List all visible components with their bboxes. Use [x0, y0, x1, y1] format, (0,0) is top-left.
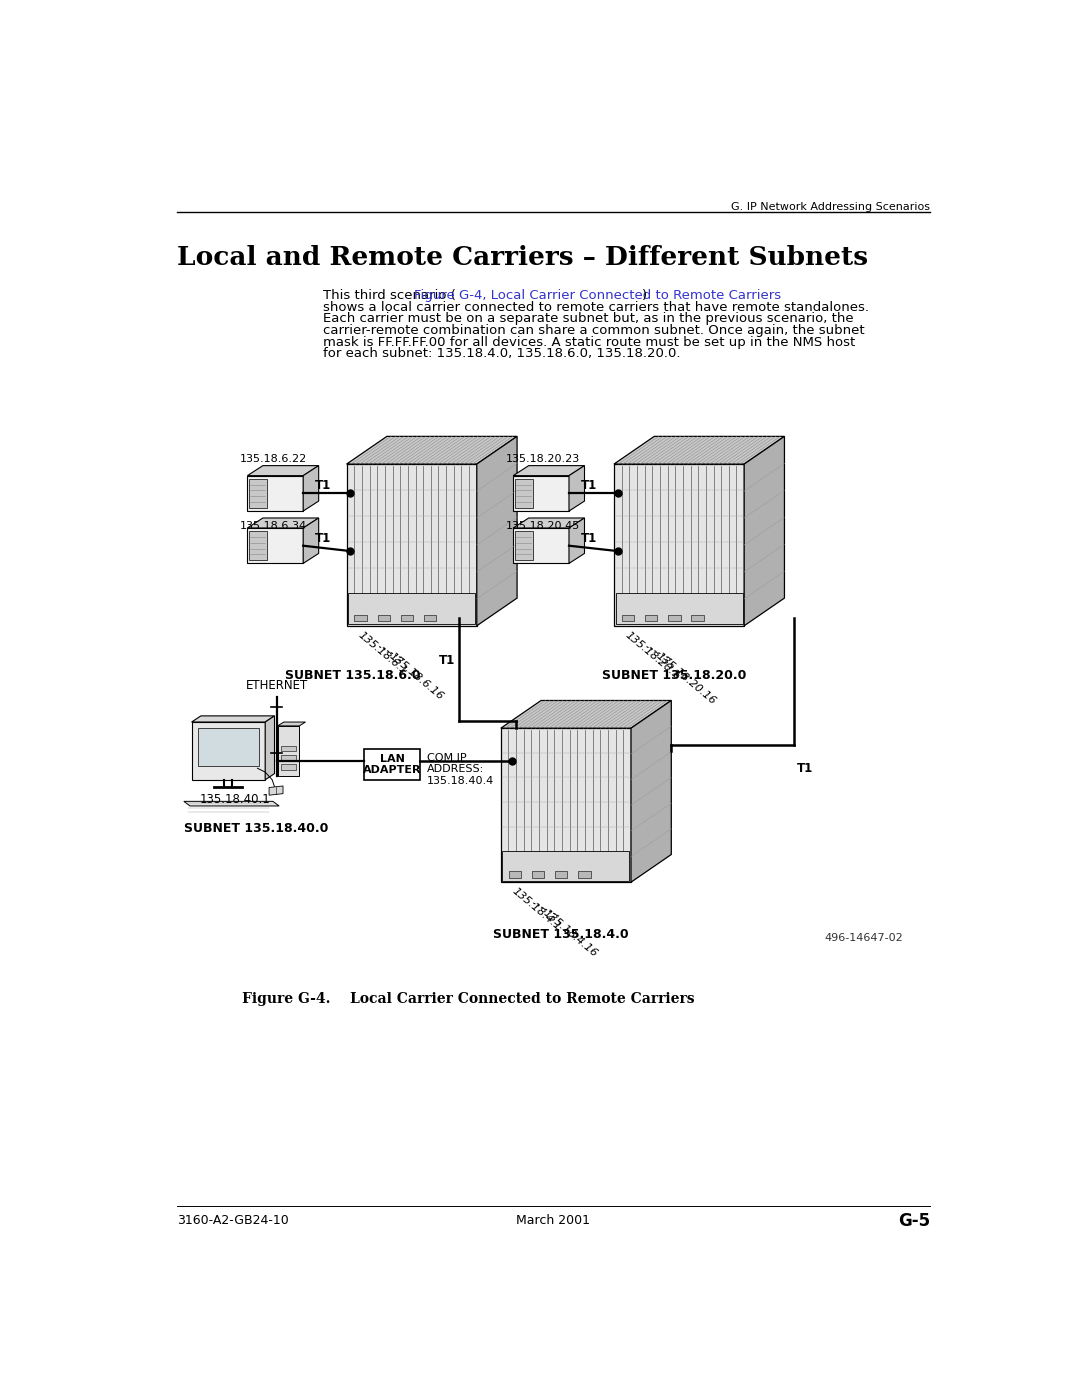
Polygon shape: [184, 802, 279, 806]
Polygon shape: [248, 479, 267, 509]
Polygon shape: [348, 594, 475, 624]
Polygon shape: [502, 851, 630, 880]
Text: 135.18.4.1: 135.18.4.1: [510, 886, 563, 933]
Polygon shape: [269, 787, 283, 795]
Bar: [401, 615, 414, 622]
Bar: [354, 615, 367, 622]
Text: March 2001: March 2001: [516, 1214, 591, 1228]
Text: Each carrier must be on a separate subnet but, as in the previous scenario, the: Each carrier must be on a separate subne…: [323, 313, 854, 326]
Text: T1: T1: [440, 654, 456, 666]
Polygon shape: [613, 464, 744, 626]
Polygon shape: [613, 436, 784, 464]
Text: 496-14647-02: 496-14647-02: [825, 933, 904, 943]
Text: SUBNET 135.18.40.0: SUBNET 135.18.40.0: [184, 821, 328, 835]
Text: ETHERNET: ETHERNET: [246, 679, 308, 692]
Polygon shape: [501, 728, 631, 882]
Bar: [669, 615, 680, 622]
Text: SUBNET 135.18.20.0: SUBNET 135.18.20.0: [603, 669, 746, 682]
Text: for each subnet: 135.18.4.0, 135.18.6.0, 135.18.20.0.: for each subnet: 135.18.4.0, 135.18.6.0,…: [323, 346, 680, 360]
Polygon shape: [278, 722, 306, 726]
Text: SUBNET 135.18.6.0: SUBNET 135.18.6.0: [284, 669, 420, 682]
Polygon shape: [501, 700, 672, 728]
Text: 135.18.40.1: 135.18.40.1: [200, 792, 270, 806]
Bar: [578, 872, 591, 877]
Polygon shape: [198, 728, 259, 766]
Polygon shape: [247, 475, 303, 511]
Text: 135.18.4.16: 135.18.4.16: [541, 908, 599, 958]
Text: T1: T1: [314, 531, 330, 545]
Text: ): ): [642, 289, 647, 302]
Text: mask is FF.FF.FF.00 for all devices. A static route must be set up in the NMS ho: mask is FF.FF.FF.00 for all devices. A s…: [323, 335, 855, 348]
Bar: [364, 749, 420, 780]
Polygon shape: [513, 518, 584, 528]
Polygon shape: [616, 594, 743, 624]
Polygon shape: [191, 722, 266, 780]
Text: 135.18.6.16: 135.18.6.16: [387, 651, 445, 703]
Polygon shape: [569, 465, 584, 511]
Polygon shape: [266, 715, 274, 780]
Bar: [281, 746, 296, 752]
Polygon shape: [515, 531, 532, 560]
Bar: [622, 615, 634, 622]
Text: 3160-A2-GB24-10: 3160-A2-GB24-10: [177, 1214, 288, 1228]
Text: 135.18.6.1: 135.18.6.1: [356, 630, 408, 676]
Text: LAN
ADAPTER: LAN ADAPTER: [363, 753, 421, 775]
Polygon shape: [347, 464, 476, 626]
Bar: [509, 872, 521, 877]
Polygon shape: [476, 436, 517, 626]
Bar: [281, 764, 296, 770]
Polygon shape: [247, 465, 319, 475]
Polygon shape: [278, 726, 299, 775]
Text: 135.18.6.22: 135.18.6.22: [240, 454, 307, 464]
Bar: [424, 615, 436, 622]
Bar: [281, 756, 296, 760]
Text: carrier-remote combination can share a common subnet. Once again, the subnet: carrier-remote combination can share a c…: [323, 324, 865, 337]
Bar: [691, 615, 704, 622]
Text: Figure G-4, Local Carrier Connected to Remote Carriers: Figure G-4, Local Carrier Connected to R…: [414, 289, 781, 302]
Polygon shape: [513, 475, 569, 511]
Text: T1: T1: [581, 531, 597, 545]
Text: This third scenario (: This third scenario (: [323, 289, 456, 302]
Bar: [555, 872, 567, 877]
Polygon shape: [303, 465, 319, 511]
Bar: [531, 872, 544, 877]
Text: 135.18.20.1: 135.18.20.1: [623, 630, 681, 680]
Text: SUBNET 135.18.4.0: SUBNET 135.18.4.0: [494, 928, 629, 942]
Text: shows a local carrier connected to remote carriers that have remote standalones.: shows a local carrier connected to remot…: [323, 300, 869, 314]
Text: 135.18.20.23: 135.18.20.23: [505, 454, 580, 464]
Text: COM IP
ADDRESS:
135.18.40.4: COM IP ADDRESS: 135.18.40.4: [428, 753, 495, 787]
Text: G. IP Network Addressing Scenarios: G. IP Network Addressing Scenarios: [731, 201, 930, 211]
Text: Figure G-4.    Local Carrier Connected to Remote Carriers: Figure G-4. Local Carrier Connected to R…: [242, 992, 694, 1006]
Text: G-5: G-5: [899, 1213, 930, 1229]
Text: 135.18.20.45: 135.18.20.45: [505, 521, 580, 531]
Polygon shape: [513, 465, 584, 475]
Bar: [645, 615, 658, 622]
Text: T1: T1: [314, 479, 330, 492]
Polygon shape: [191, 715, 274, 722]
Polygon shape: [347, 436, 517, 464]
Polygon shape: [247, 518, 319, 528]
Polygon shape: [247, 528, 303, 563]
Polygon shape: [744, 436, 784, 626]
Text: Local and Remote Carriers – Different Subnets: Local and Remote Carriers – Different Su…: [177, 244, 868, 270]
Polygon shape: [513, 528, 569, 563]
Bar: [378, 615, 390, 622]
Polygon shape: [631, 700, 672, 882]
Polygon shape: [569, 518, 584, 563]
Text: 135.18.6.34: 135.18.6.34: [240, 521, 307, 531]
Polygon shape: [515, 479, 532, 509]
Polygon shape: [248, 531, 267, 560]
Text: T1: T1: [581, 479, 597, 492]
Polygon shape: [303, 518, 319, 563]
Text: 135.18.20.16: 135.18.20.16: [654, 651, 718, 707]
Text: T1: T1: [797, 761, 813, 775]
